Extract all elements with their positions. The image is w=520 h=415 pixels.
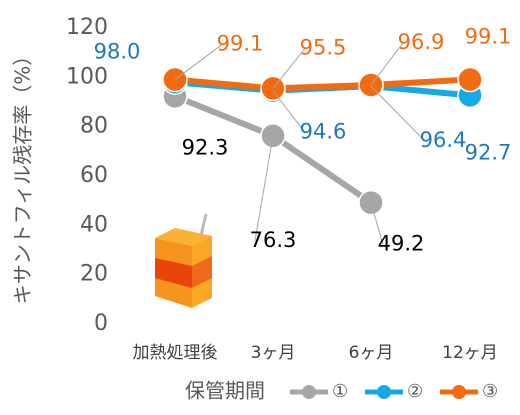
point [457, 66, 483, 93]
data-label: 99.1 [465, 25, 512, 49]
leader-line [370, 202, 384, 245]
x-axis-title: 保管期間 [185, 379, 265, 403]
leader-line [370, 42, 404, 86]
data-label: 76.3 [250, 228, 297, 252]
x-tick-label: 3ヶ月 [251, 343, 296, 363]
data-label: 94.6 [300, 120, 347, 144]
legend-marker [452, 385, 466, 399]
y-tick-label: 0 [94, 311, 108, 336]
data-label: 95.5 [300, 35, 347, 59]
x-tick-label: 加熱処理後 [133, 343, 218, 363]
y-tick-label: 80 [80, 114, 108, 139]
data-label: 99.1 [217, 32, 264, 56]
legend-label: ② [407, 381, 423, 402]
series-line [174, 76, 471, 92]
x-tick-label: 6ヶ月 [349, 343, 394, 363]
data-label: 49.2 [378, 232, 425, 256]
legend-marker [377, 385, 391, 399]
y-tick-label: 100 [66, 64, 108, 89]
data-label: 98.0 [94, 39, 141, 63]
data-label: 96.9 [398, 30, 445, 54]
leader-line [370, 85, 426, 142]
y-tick-label: 60 [80, 163, 108, 188]
y-tick-label: 40 [80, 212, 108, 237]
leader-line [272, 48, 306, 89]
y-tick-label: 20 [80, 262, 108, 287]
juice-icon [155, 213, 212, 308]
leader-line [174, 44, 223, 80]
data-label: 92.3 [182, 135, 229, 159]
x-tick-label: 12ヶ月 [442, 343, 498, 363]
legend-marker [302, 385, 316, 399]
y-tick-label: 120 [66, 15, 108, 40]
legend-label: ① [332, 381, 348, 402]
legend-label: ③ [482, 381, 498, 402]
leader-line [272, 90, 306, 133]
y-axis-title: キサントフィル残存率（%） [11, 46, 35, 305]
data-label: 92.7 [465, 140, 512, 164]
data-label: 96.4 [420, 128, 467, 152]
leader-line [254, 135, 274, 241]
